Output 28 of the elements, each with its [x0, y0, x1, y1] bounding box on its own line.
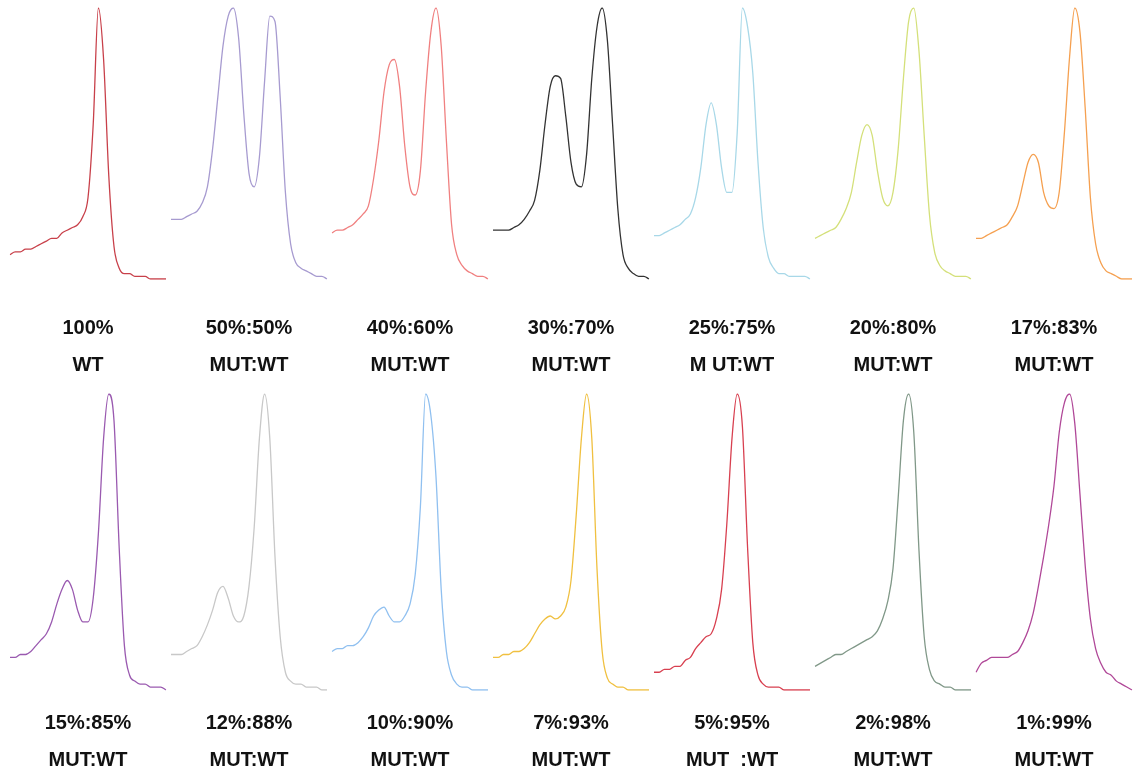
text: 15%:85%: [43, 710, 133, 735]
text: MUT:WT: [208, 352, 290, 377]
text: MUT :WT: [684, 747, 780, 771]
text: MUT:WT: [369, 747, 451, 771]
text: MUT:WT: [369, 352, 451, 377]
text: 25%:75%: [687, 315, 777, 340]
text: 5%:95%: [693, 710, 771, 735]
text: 100%: [61, 315, 115, 340]
text: 40%:60%: [365, 315, 455, 340]
text: 1%:99%: [1015, 710, 1093, 735]
text: 17%:83%: [1009, 315, 1099, 340]
text: MUT:WT: [852, 747, 934, 771]
text: MUT:WT: [530, 352, 612, 377]
text: WT: [71, 352, 105, 377]
text: MUT:WT: [530, 747, 612, 771]
text: 30%:70%: [526, 315, 616, 340]
text: 50%:50%: [204, 315, 294, 340]
text: MUT:WT: [47, 747, 129, 771]
text: 2%:98%: [854, 710, 932, 735]
text: 12%:88%: [204, 710, 294, 735]
text: MUT:WT: [852, 352, 934, 377]
text: M UT:WT: [688, 352, 776, 377]
text: MUT:WT: [208, 747, 290, 771]
text: MUT:WT: [1013, 352, 1095, 377]
text: 7%:93%: [532, 710, 610, 735]
text: 10%:90%: [365, 710, 455, 735]
text: MUT:WT: [1013, 747, 1095, 771]
text: 20%:80%: [848, 315, 938, 340]
